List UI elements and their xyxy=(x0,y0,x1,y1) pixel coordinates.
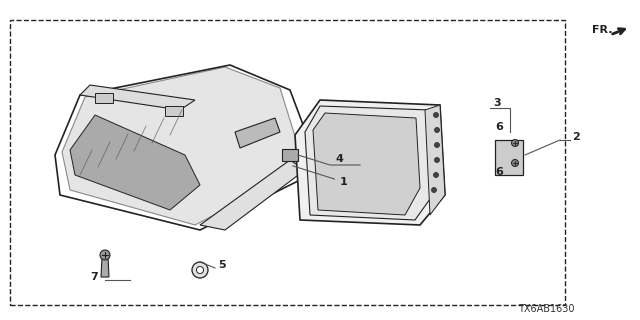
Circle shape xyxy=(431,188,436,193)
FancyBboxPatch shape xyxy=(95,93,113,103)
Polygon shape xyxy=(313,113,420,215)
Text: FR.: FR. xyxy=(592,25,612,35)
Text: 5: 5 xyxy=(218,260,226,270)
Text: 3: 3 xyxy=(493,98,500,108)
Circle shape xyxy=(435,142,440,148)
Polygon shape xyxy=(70,115,200,210)
Circle shape xyxy=(511,159,518,166)
Text: 2: 2 xyxy=(572,132,580,142)
Text: TX6AB1630: TX6AB1630 xyxy=(518,304,575,314)
Polygon shape xyxy=(305,106,435,220)
Polygon shape xyxy=(101,257,109,277)
Circle shape xyxy=(192,262,208,278)
Polygon shape xyxy=(80,85,195,110)
Text: 6: 6 xyxy=(495,122,503,132)
Circle shape xyxy=(435,157,440,163)
Circle shape xyxy=(433,113,438,117)
FancyBboxPatch shape xyxy=(282,149,298,161)
Text: 7: 7 xyxy=(90,272,98,282)
Polygon shape xyxy=(425,105,445,215)
FancyBboxPatch shape xyxy=(165,106,183,116)
Polygon shape xyxy=(200,160,305,230)
Text: 6: 6 xyxy=(495,167,503,177)
Circle shape xyxy=(100,250,110,260)
Circle shape xyxy=(433,172,438,178)
Circle shape xyxy=(196,267,204,274)
Polygon shape xyxy=(295,100,445,225)
Polygon shape xyxy=(62,67,305,225)
Polygon shape xyxy=(235,118,280,148)
Text: 4: 4 xyxy=(335,154,343,164)
Circle shape xyxy=(435,127,440,132)
FancyBboxPatch shape xyxy=(495,140,523,175)
Circle shape xyxy=(511,140,518,147)
Text: 1: 1 xyxy=(292,166,348,187)
